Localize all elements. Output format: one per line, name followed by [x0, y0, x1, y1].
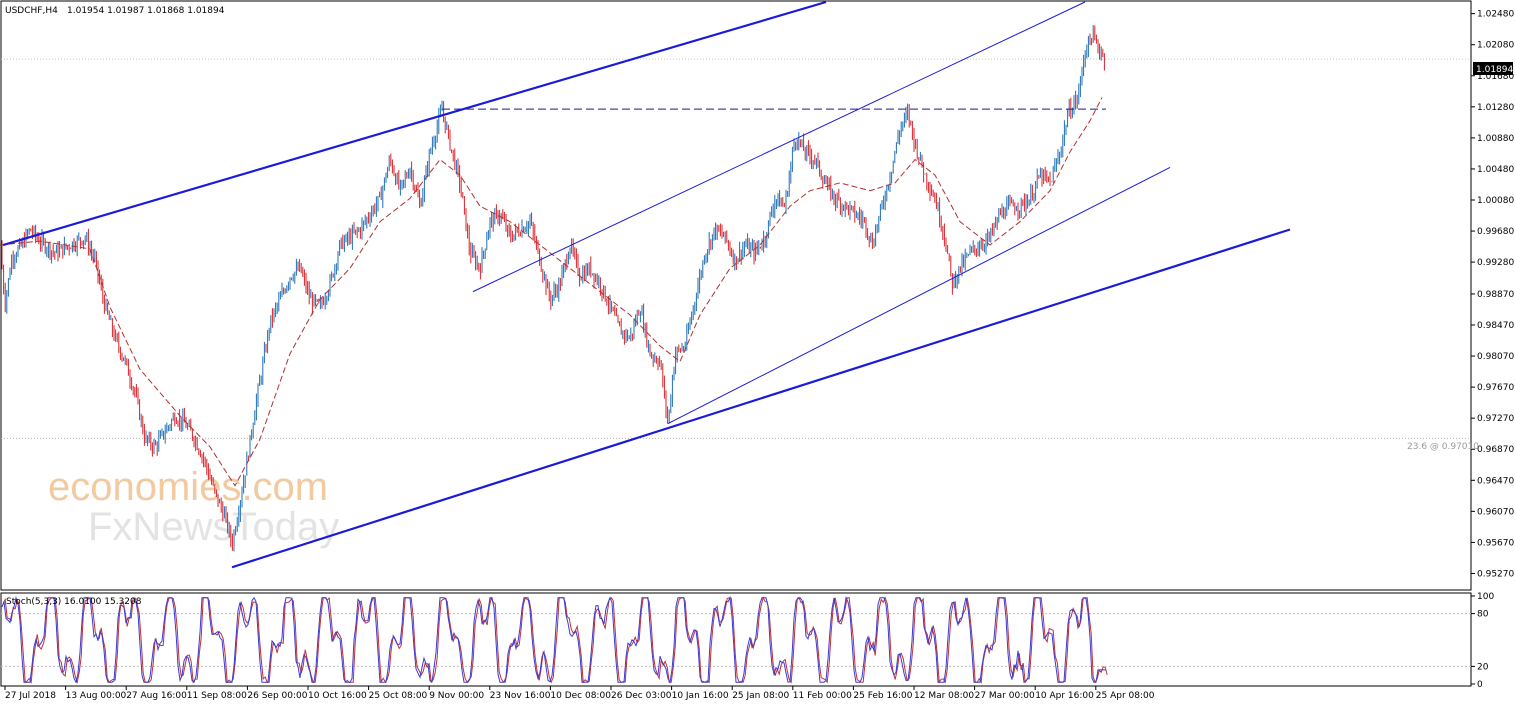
- channel-line-inner-lower: [667, 166, 1171, 425]
- y-tick-label: 1.02480: [1477, 10, 1514, 20]
- y-tick-label: 1.00480: [1477, 165, 1514, 175]
- y-tick-label: 0.96870: [1477, 445, 1514, 455]
- watermark-fxnewstoday: FxNewsToday: [88, 505, 339, 549]
- y-tick-label: 1.00080: [1477, 196, 1514, 206]
- x-tick-label: 27 Mar 00:00: [975, 691, 1035, 701]
- price-tag: [1473, 62, 1513, 75]
- y-tick-label: 0.96470: [1477, 476, 1514, 486]
- x-tick-label: 25 Feb 16:00: [853, 691, 912, 701]
- main-plot-frame: [0, 0, 1472, 591]
- x-tick-label: 10 Oct 16:00: [308, 691, 367, 701]
- x-tick-label: 25 Jan 08:00: [732, 691, 789, 701]
- ohlc-label: 1.01954 1.01987 1.01868 1.01894: [67, 6, 225, 16]
- fib-label: 23.6 @ 0.97010: [1407, 442, 1479, 452]
- x-tick-label: 12 Mar 08:00: [914, 691, 974, 701]
- y-tick-label: 0.96070: [1477, 507, 1514, 517]
- stoch-signal-line: [2, 596, 1108, 685]
- channel-line-inner-upper: [472, 1, 1086, 293]
- price-layer: [0, 0, 1471, 569]
- y-tick-label: 0.97270: [1477, 414, 1514, 424]
- y-tick-label: 0.98870: [1477, 290, 1514, 300]
- stoch-label: Stoch(5,3,3) 16.0100 15.3208: [6, 597, 142, 607]
- y-tick-label: 0.98470: [1477, 321, 1514, 331]
- price-tag-label: 1.01894: [1476, 65, 1513, 75]
- x-tick-label: 13 Aug 00:00: [66, 691, 127, 701]
- x-tick-label: 11 Sep 08:00: [187, 691, 247, 701]
- x-tick-label: 10 Apr 16:00: [1035, 691, 1094, 701]
- stoch-layer: [1, 595, 1471, 685]
- y-tick-label: 1.01680: [1477, 72, 1514, 82]
- stoch-tick-label: 20: [1477, 662, 1489, 672]
- y-tick-label: 1.00880: [1477, 134, 1514, 144]
- x-tick-label: 9 Nov 00:00: [429, 691, 484, 701]
- moving-average-line: [0, 97, 1103, 487]
- y-tick-label: 1.01280: [1477, 103, 1514, 113]
- x-tick-label: 25 Apr 08:00: [1096, 691, 1155, 701]
- stoch-tick-label: 0: [1477, 680, 1483, 690]
- symbol-label: USDCHF,H4: [5, 6, 58, 16]
- x-tick-label: 25 Oct 08:00: [369, 691, 428, 701]
- stoch-tick-label: 100: [1477, 592, 1494, 602]
- stoch-main-line: [1, 595, 1106, 684]
- stoch-plot-frame: [0, 592, 1472, 687]
- y-tick-label: 0.98070: [1477, 352, 1514, 362]
- y-tick-label: 0.95270: [1477, 569, 1514, 579]
- x-tick-label: 23 Nov 16:00: [490, 691, 551, 701]
- x-tick-label: 10 Jan 16:00: [672, 691, 729, 701]
- x-tick-label: 26 Dec 03:00: [611, 691, 672, 701]
- y-tick-label: 1.02080: [1477, 41, 1514, 51]
- channel-line-outer-lower: [231, 228, 1291, 569]
- axis-layer: 1.02480 1.02080 1.01680 1.01280 1.00880 1.004…: [4, 10, 1514, 701]
- x-tick-label: 27 Jul 2018: [5, 691, 56, 701]
- y-tick-label: 0.97670: [1477, 383, 1514, 393]
- watermark-economies: economies.com: [48, 465, 328, 509]
- y-tick-label: 0.99280: [1477, 258, 1514, 268]
- x-tick-label: 10 Dec 08:00: [550, 691, 611, 701]
- y-tick-label: 0.95670: [1477, 538, 1514, 548]
- x-tick-label: 26 Sep 00:00: [247, 691, 307, 701]
- stoch-tick-label: 80: [1477, 610, 1489, 620]
- x-tick-label: 11 Feb 00:00: [793, 691, 852, 701]
- y-tick-label: 0.99680: [1477, 227, 1514, 237]
- channel-line-outer-upper: [2, 0, 827, 247]
- x-tick-label: 27 Aug 16:00: [126, 691, 187, 701]
